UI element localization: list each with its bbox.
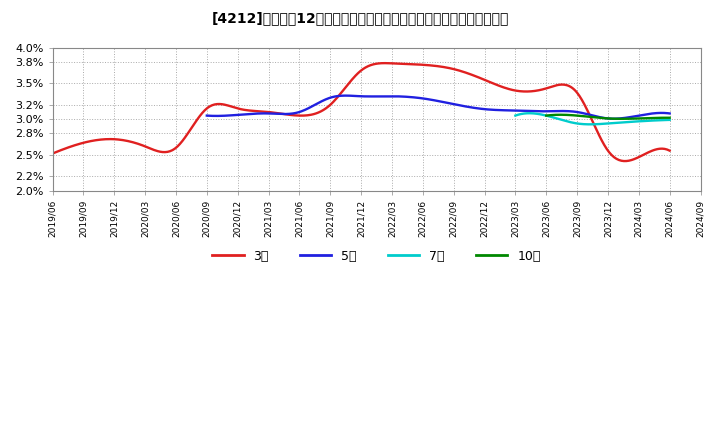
Legend: 3年, 5年, 7年, 10年: 3年, 5年, 7年, 10年 [207,245,546,268]
Text: [4212]　売上高12か月移動合計の対前年同期増減率の標準偏差の推移: [4212] 売上高12か月移動合計の対前年同期増減率の標準偏差の推移 [211,11,509,25]
